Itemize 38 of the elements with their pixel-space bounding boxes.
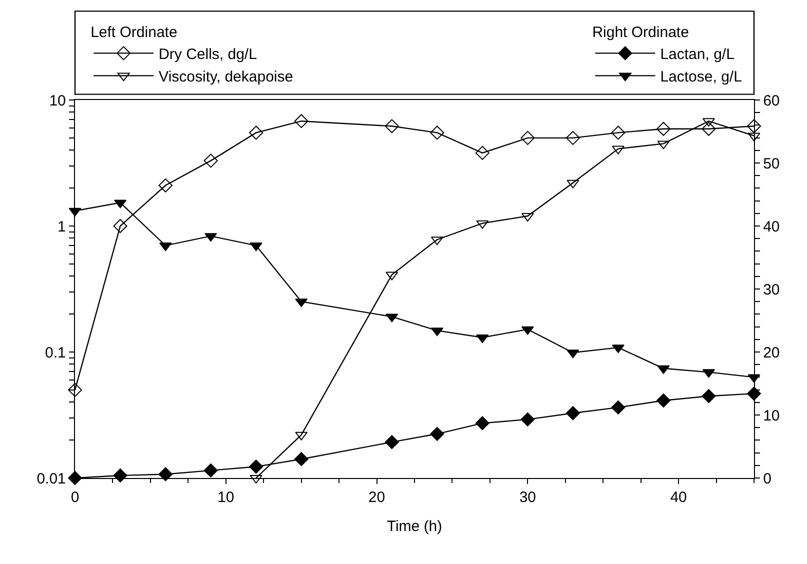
y-tick-label: 10 (49, 92, 66, 110)
y2-tick-label: 50 (763, 155, 780, 172)
point (68, 382, 82, 397)
text: Left Ordinate (90, 24, 178, 41)
point (656, 122, 670, 136)
x-tick-label: 10 (218, 489, 234, 506)
y2-tick-label: 30 (763, 281, 780, 298)
point (384, 119, 399, 134)
legend-label: Lactose, g/L (660, 68, 742, 86)
y2-tick-label: 40 (763, 218, 780, 236)
point (294, 114, 308, 128)
y-tick-label: 1 (58, 218, 66, 236)
y2-tick-label: 20 (763, 344, 780, 362)
point (249, 126, 264, 140)
point (611, 126, 626, 140)
point (204, 154, 218, 168)
point (520, 130, 535, 145)
x-tick-label: 20 (368, 489, 386, 506)
x-axis-title: Time (h) (386, 518, 442, 536)
point (158, 178, 173, 192)
x-tick-label: 40 (670, 489, 687, 506)
y-tick-label: 0.1 (45, 344, 66, 362)
y-tick-label: 0.01 (36, 470, 66, 488)
point (113, 219, 128, 233)
point (747, 119, 761, 134)
x-tick-label: 30 (519, 489, 536, 506)
y2-tick-label: 0 (763, 470, 772, 488)
legend-label: Lactan, g/L (660, 46, 734, 64)
x-tick-label: 0 (70, 489, 80, 506)
text: Right Ordinate (592, 24, 689, 41)
point (566, 130, 580, 145)
y2-tick-label: 10 (763, 407, 780, 424)
legend-label: Dry Cells, dg/L (158, 46, 257, 64)
point (475, 146, 490, 160)
y2-tick-label: 60 (763, 92, 780, 110)
legend-label: Viscosity, dekapoise (158, 68, 294, 86)
point (430, 126, 444, 140)
point (702, 122, 716, 136)
